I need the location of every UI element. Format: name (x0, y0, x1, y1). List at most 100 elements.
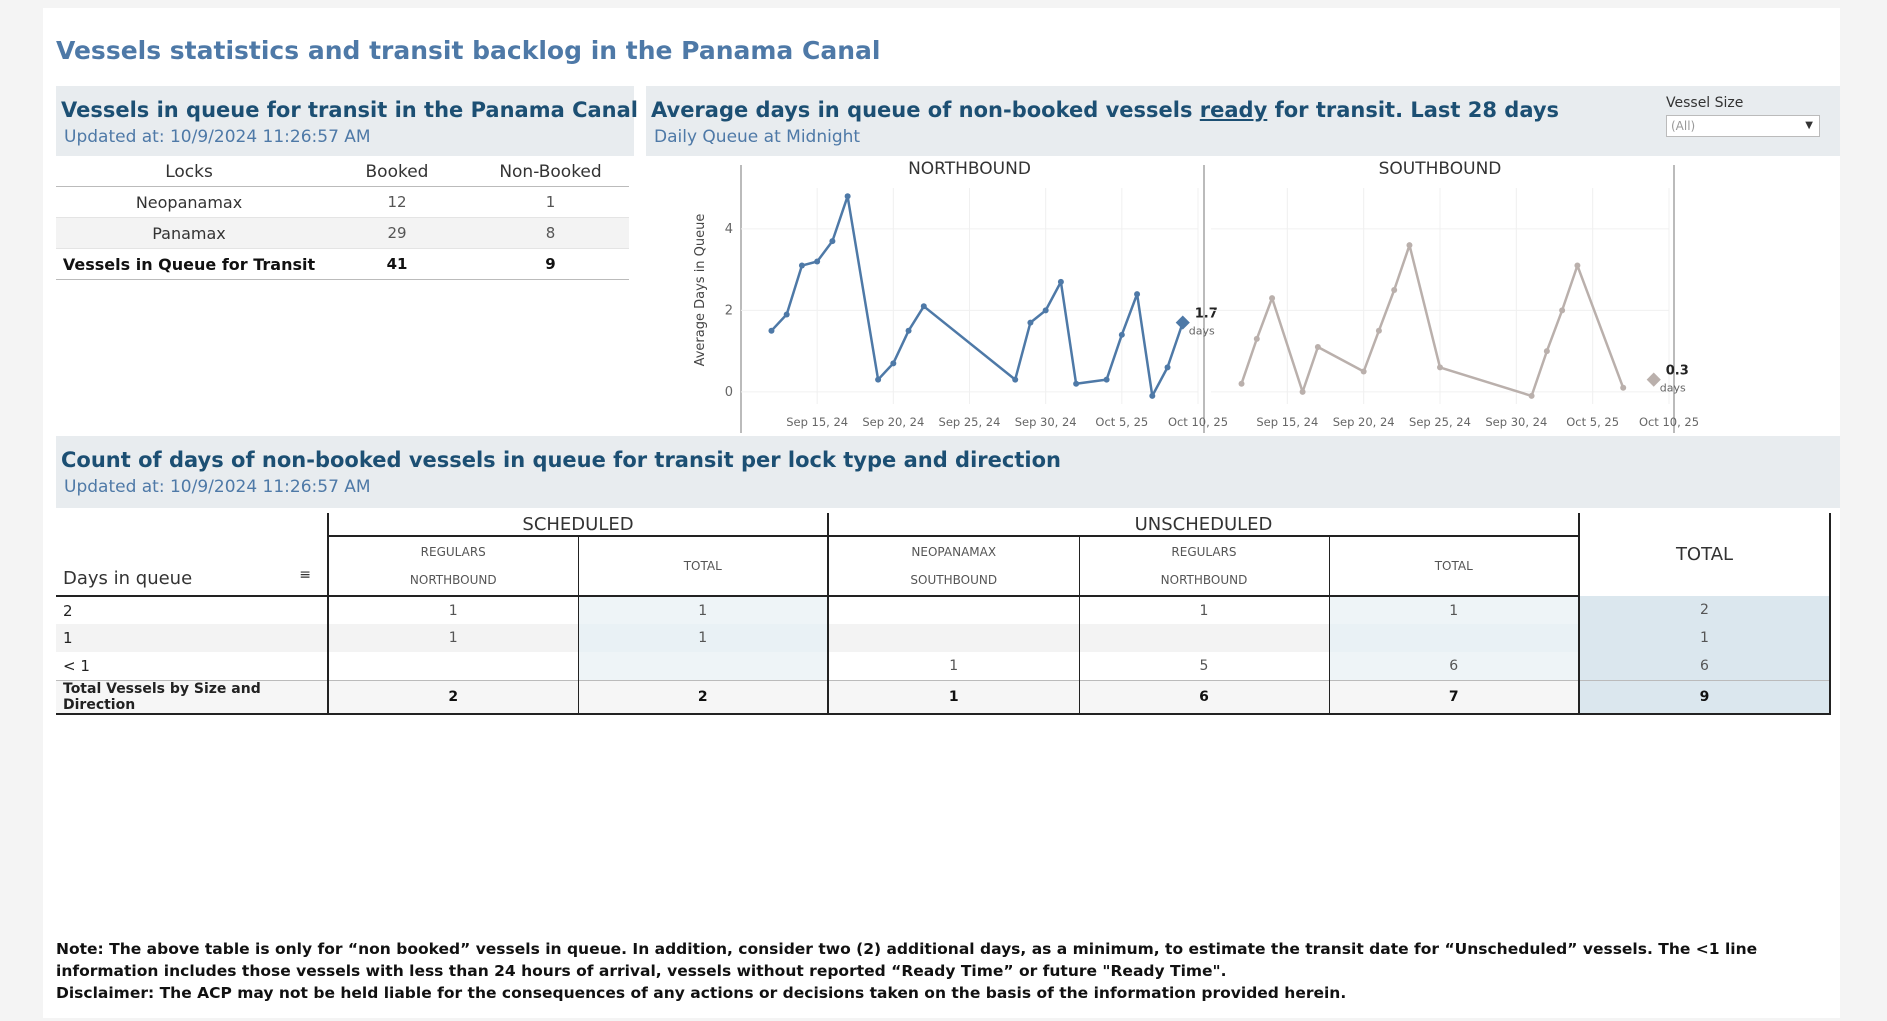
data-point (1042, 307, 1049, 314)
count-cell: 1 (1328, 596, 1580, 624)
booked-value: 41 (322, 248, 472, 280)
data-point (1314, 344, 1321, 351)
lock-name: Neopanamax (56, 186, 322, 218)
days-in-queue-header: Days in queue ≡ (56, 536, 328, 597)
count-cell: 5 (1078, 652, 1329, 680)
x-tick-label: Oct 5, 25 (1566, 415, 1619, 429)
row-label: < 1 (56, 652, 328, 680)
data-point (1164, 364, 1171, 371)
table-row: Panamax 29 8 (56, 217, 629, 249)
count-title: Count of days of non-booked vessels in q… (61, 448, 1061, 472)
last-value-unit: days (1189, 325, 1215, 338)
avg-subtitle: Daily Queue at Midnight (654, 127, 861, 147)
data-point (920, 303, 927, 310)
last-value-unit: days (1660, 382, 1686, 395)
data-point (1528, 392, 1535, 399)
count-cell: 1 (577, 596, 829, 624)
group-scheduled: SCHEDULED (327, 513, 829, 536)
x-tick-label: Sep 15, 24 (786, 415, 848, 429)
data-point (1149, 392, 1156, 399)
series-line (1240, 243, 1625, 398)
data-point (1574, 262, 1581, 269)
x-tick-label: Sep 25, 24 (1409, 415, 1471, 429)
count-cell (577, 652, 829, 680)
data-point (1437, 364, 1443, 371)
vessel-size-select[interactable]: (All) ▼ (1666, 115, 1820, 137)
y-axis-label: Average Days in Queue (693, 214, 708, 367)
data-point (783, 311, 790, 318)
data-point (1559, 307, 1566, 314)
count-cell: 1 (828, 679, 1079, 715)
count-cell: 1 (1078, 596, 1329, 624)
booked-value: 12 (322, 186, 472, 218)
last-value-marker (1175, 315, 1190, 330)
note: Note: The above table is only for “non b… (56, 938, 1836, 1004)
count-cell: 9 (1579, 679, 1831, 715)
count-cell: 1 (577, 624, 829, 652)
last-value-label: 0.3 (1666, 364, 1689, 379)
disclaimer-text: Disclaimer: The ACP may not be held liab… (56, 984, 1347, 1002)
count-cell: 2 (327, 679, 578, 715)
x-tick-label: Sep 30, 24 (1485, 415, 1547, 429)
avg-header: Average days in queue of non-booked vess… (646, 86, 1840, 156)
data-point (1375, 327, 1382, 334)
booked-value: 29 (322, 217, 472, 249)
queue-table: Locks Booked Non-Booked Neopanamax 12 1 … (56, 158, 629, 280)
vessel-size-filter: Vessel Size (All) ▼ (1666, 95, 1820, 137)
data-point (829, 238, 836, 245)
data-point (1057, 278, 1064, 285)
avg-title: Average days in queue of non-booked vess… (651, 98, 1560, 122)
data-point (844, 193, 851, 200)
row-label: Total Vessels by Size and Direction (56, 679, 328, 715)
count-cell: 6 (1328, 652, 1580, 680)
sub-header: TOTAL (577, 535, 829, 597)
data-point (1269, 295, 1276, 302)
data-point (1118, 331, 1125, 338)
count-cell: 1 (1579, 624, 1831, 652)
panel-title: NORTHBOUND (908, 160, 1031, 179)
data-point (1620, 384, 1627, 391)
data-point (1406, 242, 1413, 249)
data-point (1012, 376, 1019, 383)
count-cell: 2 (577, 679, 829, 715)
count-cell: 6 (1078, 679, 1329, 715)
x-tick-label: Oct 10, 25 (1639, 415, 1699, 429)
avg-days-chart: Average Days in Queue 0 2 4 NORTHBOUND Sep 15… (693, 160, 1699, 433)
ready-link[interactable]: ready (1199, 98, 1268, 122)
sort-icon[interactable]: ≡ (299, 567, 311, 583)
col-nonbooked: Non-Booked (472, 158, 629, 187)
group-unscheduled: UNSCHEDULED (828, 513, 1580, 536)
sub-header: REGULARS NORTHBOUND (1078, 535, 1329, 597)
x-tick-label: Sep 20, 24 (1333, 415, 1395, 429)
last-value-marker (1646, 372, 1661, 387)
count-cell: 1 (327, 596, 578, 624)
lock-name: Panamax (56, 217, 322, 249)
data-point (875, 376, 882, 383)
count-cell (828, 596, 1079, 624)
nonbooked-value: 8 (472, 217, 629, 249)
row-label: 1 (56, 624, 328, 652)
panel-title: SOUTHBOUND (1379, 160, 1502, 179)
data-point (1253, 335, 1260, 342)
queue-header: Vessels in queue for transit in the Pana… (56, 86, 638, 156)
x-tick-label: Sep 25, 24 (939, 415, 1001, 429)
data-point (798, 262, 805, 269)
count-cell (327, 652, 578, 680)
count-cell: 7 (1328, 679, 1580, 715)
table-row: Total Vessels by Size and Direction 2 2 1 6 7… (56, 679, 1831, 715)
note-text: Note: The above table is only for “non b… (56, 940, 1758, 980)
count-updated: Updated at: 10/9/2024 11:26:57 AM (64, 477, 371, 497)
lock-name: Vessels in Queue for Transit (56, 248, 322, 280)
count-header: Count of days of non-booked vessels in q… (56, 436, 1840, 508)
x-tick-label: Oct 10, 25 (1168, 415, 1228, 429)
row-label: 2 (56, 596, 328, 624)
chevron-down-icon: ▼ (1805, 120, 1813, 131)
data-point (1299, 388, 1306, 395)
vessel-size-label: Vessel Size (1666, 95, 1744, 111)
data-point (1073, 380, 1080, 387)
count-cell (828, 624, 1079, 652)
count-cell: 6 (1579, 652, 1831, 680)
count-cell: 1 (327, 624, 578, 652)
x-tick-label: Oct 5, 25 (1095, 415, 1148, 429)
